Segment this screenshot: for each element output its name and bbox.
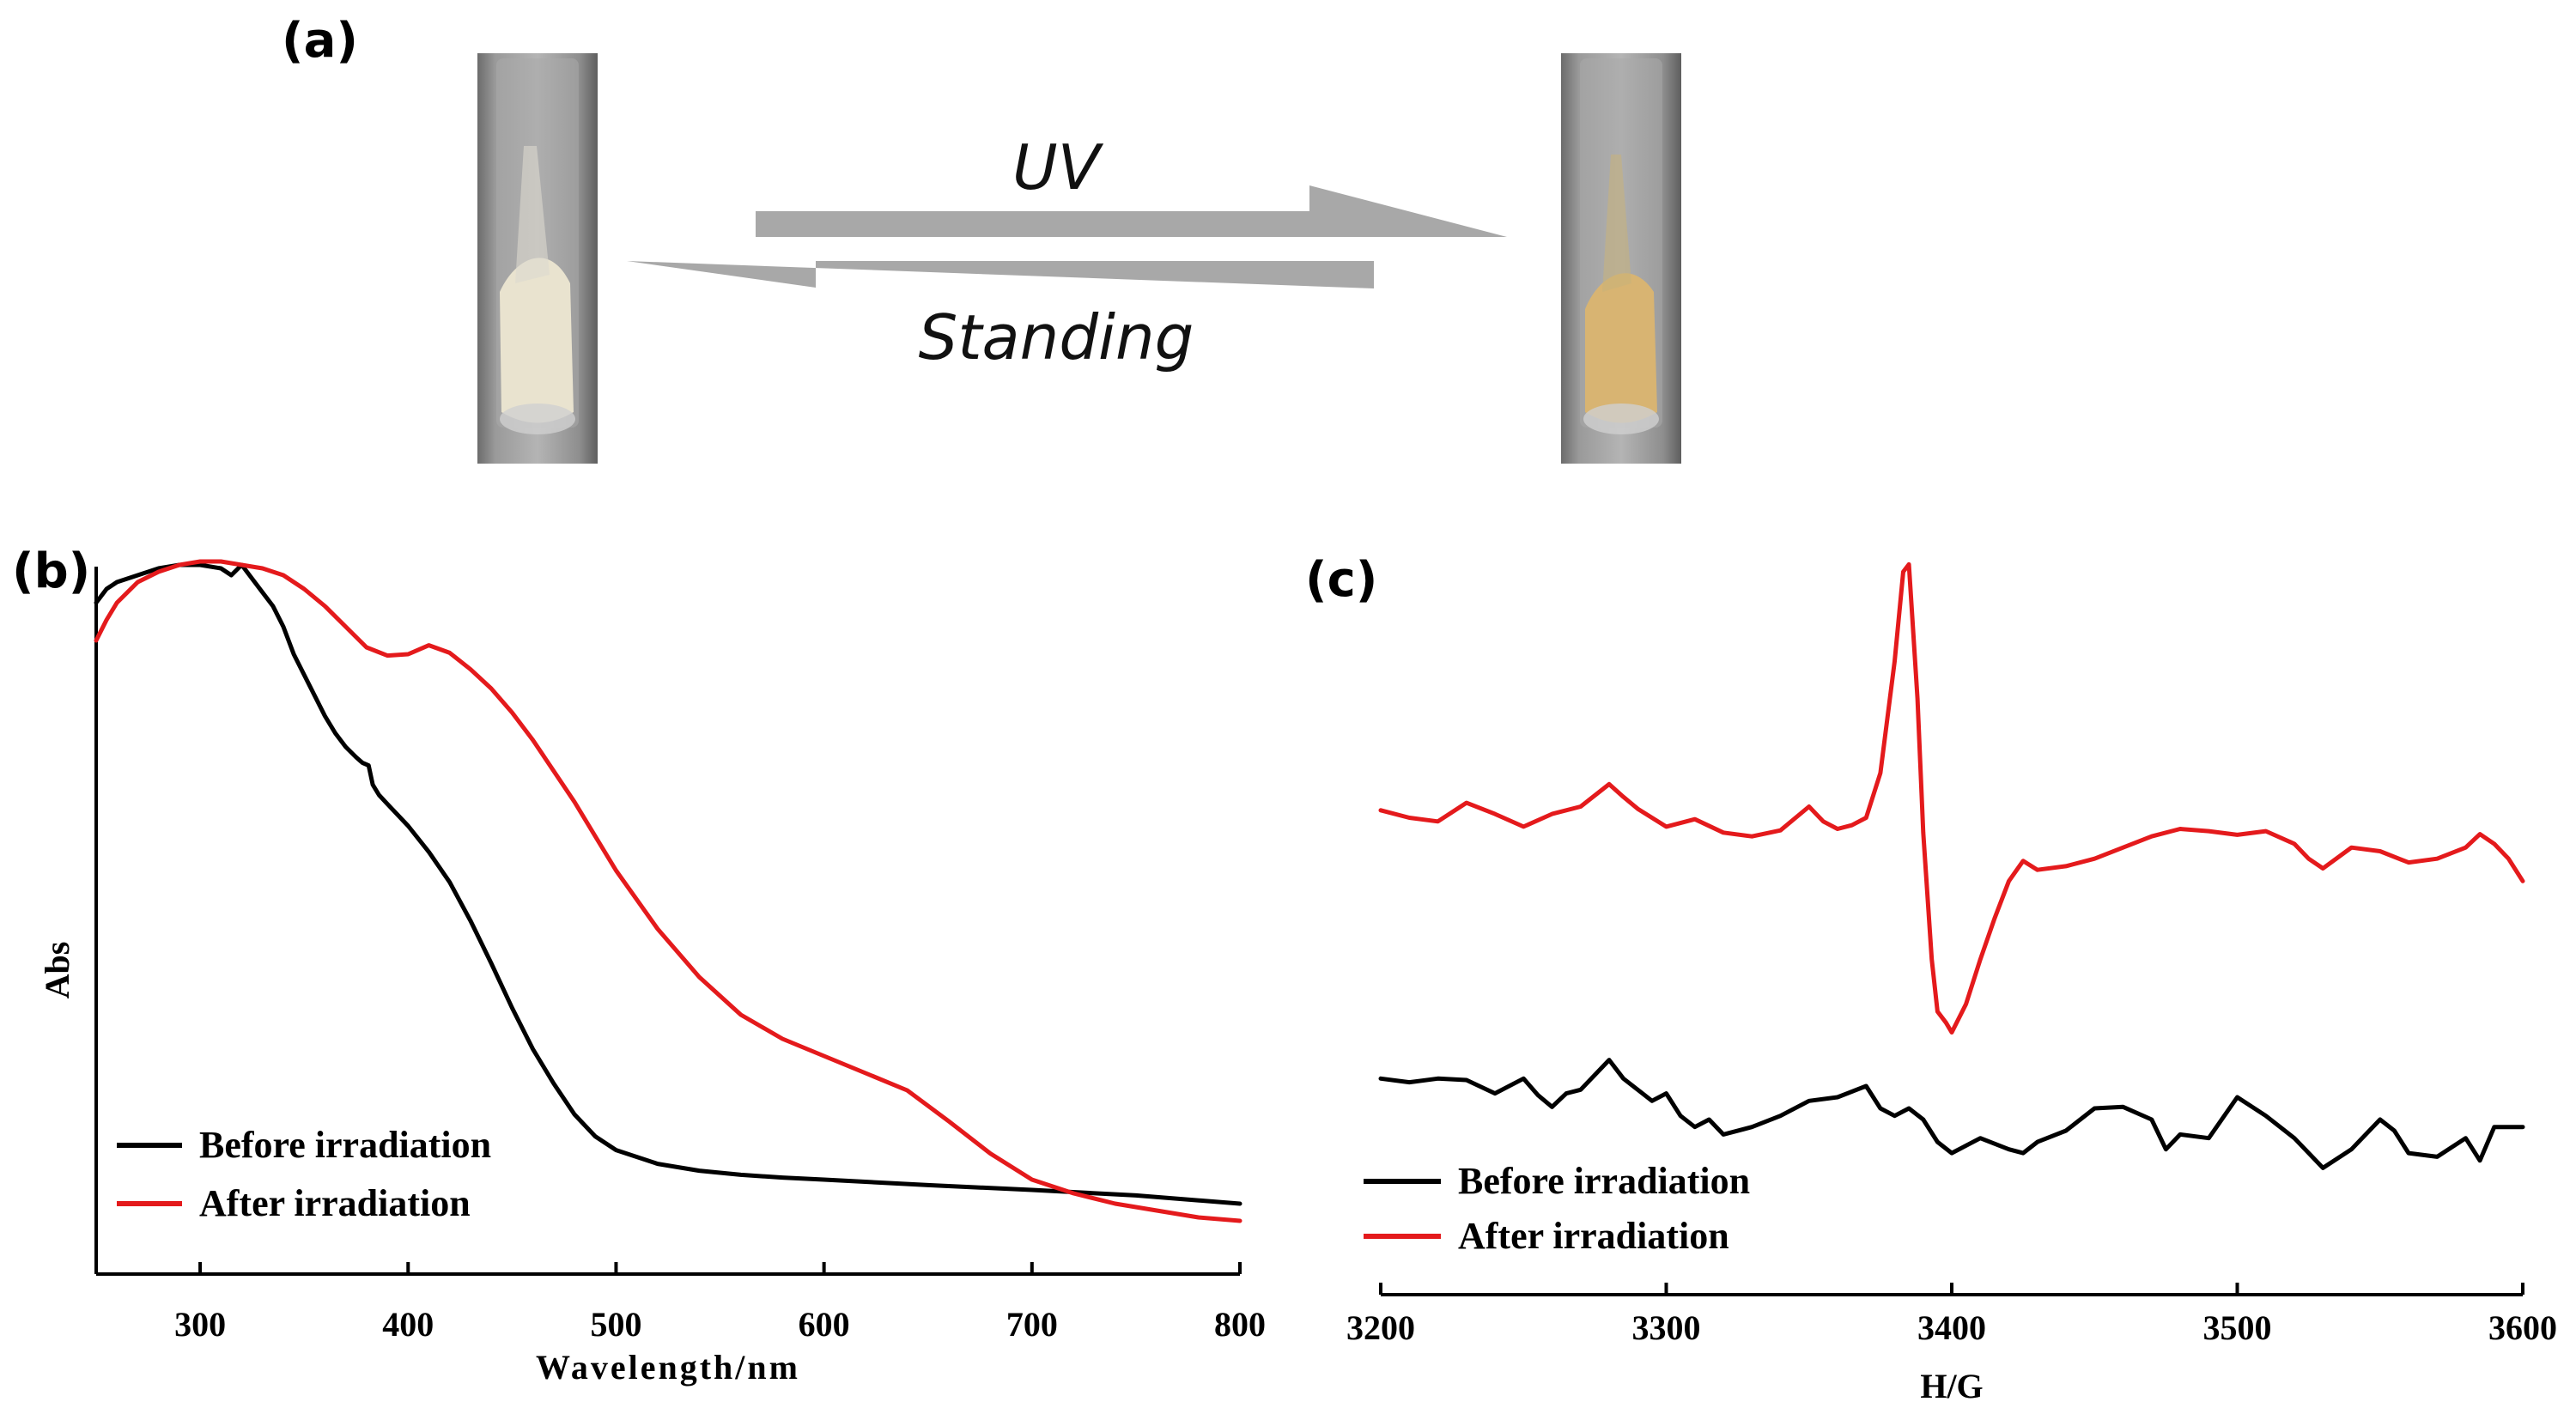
tube-before-powder-streak — [515, 146, 550, 283]
test-tube-before-photo — [477, 53, 598, 464]
tube-after-bottom — [1583, 404, 1659, 434]
x-ticks-c: 3200 3300 3400 3500 3600 — [1346, 1283, 2557, 1347]
x-tick-label: 800 — [1214, 1305, 1266, 1344]
forward-arrow — [756, 185, 1507, 237]
legend-label: After irradiation — [199, 1182, 471, 1224]
x-tick-label: 3600 — [2488, 1308, 2557, 1347]
series-group-c — [1378, 561, 2525, 1170]
tube-before-bottom — [500, 404, 575, 434]
uv-vis-chart: (b) 300 400 500 600 700 800 Abs Wavelength/nm… — [12, 543, 1266, 1387]
x-tick-label: 500 — [590, 1305, 641, 1344]
legend-label: Before irradiation — [199, 1124, 491, 1166]
y-axis-title-b: Abs — [38, 942, 76, 999]
tube-after-powder-streak — [1602, 155, 1631, 292]
panel-b-label: (b) — [12, 543, 90, 599]
series-group-b — [94, 559, 1242, 1223]
reverse-arrow-shape — [627, 261, 1374, 288]
tube-after-powder — [1585, 273, 1657, 423]
x-tick-label: 3200 — [1346, 1308, 1415, 1347]
legend-label: After irradiation — [1458, 1215, 1729, 1257]
test-tube-after-photo — [1561, 53, 1681, 464]
x-tick-label: 3400 — [1917, 1308, 1986, 1347]
x-tick-label: 3500 — [2203, 1308, 2272, 1347]
tube-before-powder — [500, 258, 574, 423]
series-line-before-irradiation — [94, 562, 1242, 1206]
x-tick-label: 400 — [382, 1305, 434, 1344]
x-tick-label: 3300 — [1632, 1308, 1701, 1347]
x-tick-label: 300 — [174, 1305, 226, 1344]
reverse-arrow — [627, 261, 1374, 288]
panel-c-label: (c) — [1305, 552, 1377, 608]
panel-a-label: (a) — [282, 13, 358, 69]
standing-label: Standing — [919, 301, 1194, 373]
x-tick-label: 700 — [1006, 1305, 1058, 1344]
x-axis-title-b: Wavelength/nm — [536, 1348, 800, 1387]
x-ticks-b: 300 400 500 600 700 800 — [174, 1262, 1266, 1344]
series-line-after-irradiation — [1378, 561, 2525, 1035]
panel-a: (a) UV Standing — [282, 13, 1681, 464]
x-axis-title-c: H/G — [1920, 1367, 1983, 1405]
legend-b: Before irradiation After irradiation — [117, 1124, 491, 1224]
forward-arrow-shape — [756, 185, 1507, 237]
epr-chart: (c) 3200 3300 3400 3500 3600 H/G Before irra… — [1305, 552, 2557, 1405]
legend-label: Before irradiation — [1458, 1160, 1750, 1202]
legend-c: Before irradiation After irradiation — [1364, 1160, 1750, 1257]
series-line-after-irradiation — [94, 559, 1242, 1223]
x-tick-label: 600 — [799, 1305, 850, 1344]
uv-label: UV — [1012, 131, 1104, 203]
series-line-before-irradiation — [1378, 1058, 2525, 1170]
